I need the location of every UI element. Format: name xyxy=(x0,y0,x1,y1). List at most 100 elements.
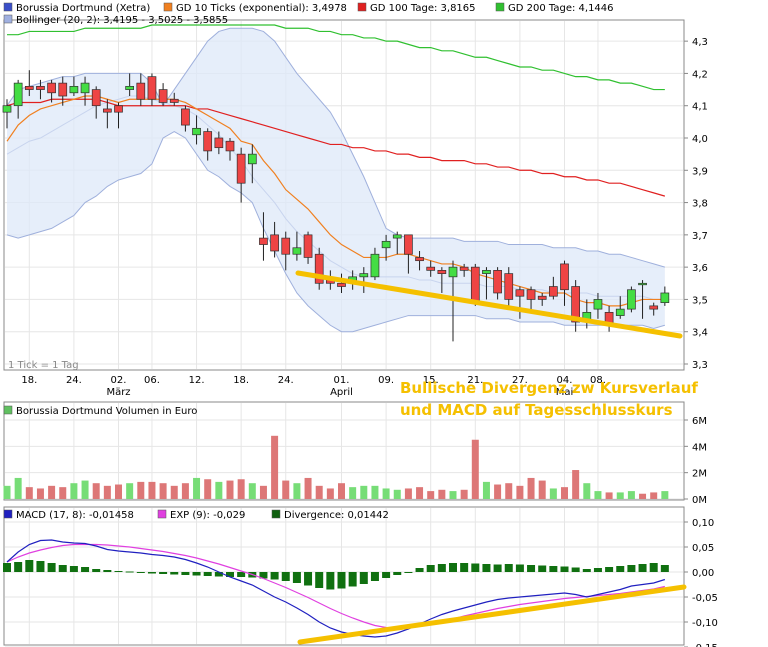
candle-body xyxy=(203,131,213,152)
divergence-bar xyxy=(571,567,580,572)
candle-body xyxy=(47,82,56,94)
xtick-label: 04. xyxy=(557,375,573,386)
candle-body xyxy=(303,234,313,258)
volume-bar xyxy=(494,484,502,499)
ytick-vol-label: 4M xyxy=(692,442,707,453)
candle-body xyxy=(36,85,45,90)
divergence-bar xyxy=(337,572,346,589)
divergence-bar xyxy=(281,572,290,581)
divergence-bar xyxy=(504,564,513,572)
volume-bar xyxy=(427,491,435,499)
legend-swatch-4 xyxy=(3,14,13,24)
divergence-bar xyxy=(203,572,212,576)
volume-bar xyxy=(338,483,345,499)
annotation-line-2: und MACD auf Tagesschlusskurs xyxy=(400,401,673,419)
bollinger-lower-line xyxy=(6,130,665,333)
divergence-bar xyxy=(47,563,56,572)
divergence-bar xyxy=(437,564,446,572)
xtick-label: 24. xyxy=(278,375,294,386)
divergence-bar xyxy=(348,572,357,587)
volume-bar xyxy=(650,492,658,499)
volume-bar xyxy=(271,435,279,499)
ytick-vol-label: 0M xyxy=(692,495,707,506)
divergence-bar xyxy=(415,568,424,572)
annotations: 1 Tick = 1 Tag Bullische Divergenz zw Kur… xyxy=(8,270,698,645)
ytick-vol-label: 6M xyxy=(692,416,707,427)
volume-bar xyxy=(237,479,245,499)
volume-bar xyxy=(527,477,535,499)
xtick-label: 18. xyxy=(21,375,37,386)
ytick-macd-label: -0,05 xyxy=(692,593,718,604)
divergence-bar xyxy=(214,572,223,577)
candle-body xyxy=(660,292,670,304)
volume-bar xyxy=(159,483,167,499)
candle-body xyxy=(359,273,369,278)
candle-body xyxy=(448,266,458,278)
xtick-label: 24. xyxy=(66,375,82,386)
divergence-bar xyxy=(136,572,145,573)
volume-bar xyxy=(304,477,312,499)
xtick-label: 02. xyxy=(111,375,127,386)
divergence-bar xyxy=(605,567,614,572)
volume-bar xyxy=(226,480,234,499)
bollinger-fill xyxy=(7,28,665,332)
divergence-bar xyxy=(3,563,11,572)
legend-swatch-0 xyxy=(3,2,13,12)
ytick-price-label: 3,3 xyxy=(692,360,708,371)
divergence-bar xyxy=(114,571,123,572)
ytick-price-label: 3,7 xyxy=(692,231,708,242)
exp-line xyxy=(6,543,665,629)
volume-bar xyxy=(103,485,111,499)
volume-legend-label: Borussia Dortmund Volumen in Euro xyxy=(16,406,197,417)
xtick-month-label: März xyxy=(106,387,130,398)
divergence-bar xyxy=(471,563,480,572)
candle-body xyxy=(470,266,480,304)
volume-bar xyxy=(204,479,212,499)
volume-bar xyxy=(438,489,446,499)
volume-bar xyxy=(460,489,468,499)
axes: 3,3 3,4 3,5 3,6 3,7 3,8 3,9 4,0 4,1 4,2 4,3 0M 2M 4M 6… xyxy=(21,37,718,647)
candle-body xyxy=(459,266,469,271)
macd-line xyxy=(6,539,666,638)
ytick-price-label: 4,3 xyxy=(692,37,708,48)
ytick-macd-label: 0,10 xyxy=(692,518,714,529)
volume-bar xyxy=(371,485,379,499)
divergence-bar xyxy=(382,572,391,578)
xtick-label: 21. xyxy=(467,375,483,386)
volume-bar xyxy=(360,485,368,499)
annotation-line-1: Bullische Divergenz zw Kursverlauf xyxy=(400,379,698,397)
volume-bar xyxy=(349,487,357,499)
candle-body xyxy=(169,98,179,103)
divergence-bar xyxy=(449,563,457,572)
volume-bar xyxy=(326,488,334,499)
candle-body xyxy=(560,263,569,291)
volume-bar xyxy=(14,477,22,499)
divergence-bar xyxy=(14,562,23,572)
tick-note: 1 Tick = 1 Tag xyxy=(8,360,79,371)
candle-body xyxy=(80,82,90,94)
divergence-bar xyxy=(493,564,502,572)
candle-body xyxy=(225,140,235,152)
macd-legend-swatch-2 xyxy=(271,509,281,519)
legends: Borussia Dortmund (Xetra) GD 10 Ticks (ex… xyxy=(3,2,614,521)
xtick-month-label: Mai xyxy=(556,387,574,398)
candle-body xyxy=(314,253,324,284)
xtick-label: 08. xyxy=(590,375,606,386)
volume-bar xyxy=(616,492,624,499)
volume-bar xyxy=(59,487,67,499)
volume-bar xyxy=(248,483,256,499)
legend-label-4: Bollinger (20, 2): 3,4195 - 3,5025 - 3,5… xyxy=(16,15,228,26)
legend-swatch-1 xyxy=(163,2,173,12)
ytick-price-label: 3,9 xyxy=(692,166,708,177)
candle-body xyxy=(91,89,101,107)
candle-body xyxy=(102,108,112,113)
macd-trend-line xyxy=(297,584,687,645)
candle-body xyxy=(482,270,491,274)
candle-body xyxy=(58,82,68,97)
candle-body xyxy=(571,286,581,323)
macd-legend-swatch-1 xyxy=(157,509,167,519)
xtick-label: 27. xyxy=(512,375,528,386)
legend-label-0: Borussia Dortmund (Xetra) xyxy=(16,3,150,14)
candle-body xyxy=(147,76,157,100)
divergence-bar xyxy=(627,565,636,572)
